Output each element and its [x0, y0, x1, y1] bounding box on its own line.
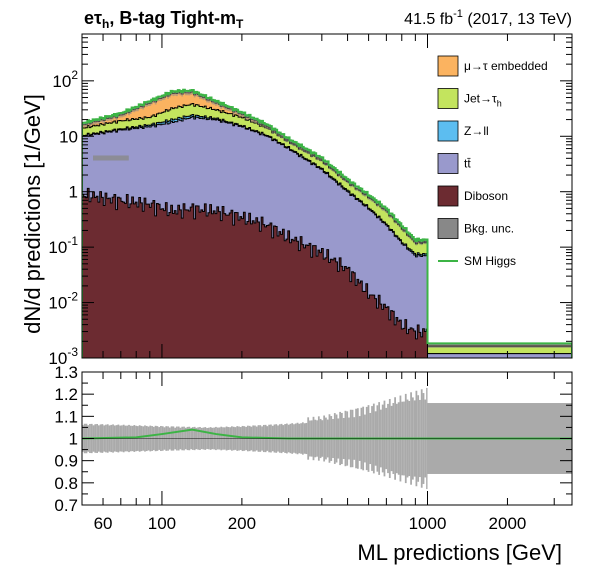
legend-label: Z→ll: [464, 124, 489, 138]
legend-swatch: [437, 120, 459, 142]
legend-swatch: [437, 218, 459, 239]
ratio-x-tick-label: 100: [148, 514, 176, 533]
ratio-group: [82, 387, 572, 490]
legend-swatch: [437, 153, 459, 174]
main-frame: [81, 33, 573, 359]
ratio-x-tick-label: 200: [228, 514, 256, 533]
ratio-y-tick-label: 1: [69, 430, 78, 449]
legend: μ→τ embedded Jet→τh Z→ll tt̄ Diboson Bkg. unc…: [437, 55, 548, 268]
main-plot-panel: [82, 88, 572, 358]
y-axis-title: dN/d predictions [1/GeV]: [20, 94, 45, 334]
ratio-plot-panel: [82, 387, 572, 490]
main-y-tick-label: 10: [59, 127, 78, 146]
legend-subscript: h: [497, 99, 502, 109]
ratio-x-tick-label: 60: [94, 514, 113, 533]
ratio-y-tick-label: 0.7: [54, 496, 78, 515]
bkg-unc-marker: [92, 155, 129, 161]
sm-higgs-line: [82, 88, 572, 358]
legend-label: μ→τ embedded: [464, 59, 548, 73]
ratio-y-tick-label: 1.2: [54, 385, 78, 404]
main-y-tick-exponent: -2: [67, 290, 78, 304]
legend-swatch: [437, 55, 459, 77]
legend-label: tt̄: [464, 157, 471, 171]
x-axis-title: ML predictions [GeV]: [357, 540, 562, 565]
channel-title: eτh, B-tag Tight-mT: [84, 8, 244, 31]
legend-label: Diboson: [464, 189, 508, 203]
main-y-tick-exponent: -1: [67, 234, 78, 248]
main-y-tick-exponent: -3: [67, 345, 78, 359]
lumi-label: 41.5 fb-1 (2017, 13 TeV): [404, 8, 572, 28]
legend-label: SM Higgs: [464, 254, 516, 268]
ratio-y-tick-label: 1.1: [54, 407, 78, 426]
ratio-y-tick-label: 0.8: [54, 474, 78, 493]
ratio-y-tick-label: 0.9: [54, 452, 78, 471]
main-y-tick-label: 10-1: [48, 234, 78, 257]
main-y-tick-label: 1: [69, 183, 78, 202]
ratio-x-tick-label: 1000: [409, 514, 447, 533]
stack-group: [82, 88, 572, 358]
ratio-x-tick-label: 2000: [489, 514, 527, 533]
main-y-tick-exponent: 2: [71, 68, 78, 82]
legend-swatch: [437, 185, 459, 207]
main-y-tick-label: 10-2: [48, 290, 78, 313]
diboson-area: [82, 187, 572, 358]
main-y-tick-label: 102: [52, 68, 78, 91]
legend-label: Bkg. unc.: [464, 222, 514, 236]
legend-swatch: [437, 88, 459, 109]
legend-label: Jet→τh: [464, 92, 502, 109]
ratio-y-tick-label: 1.3: [54, 363, 78, 382]
